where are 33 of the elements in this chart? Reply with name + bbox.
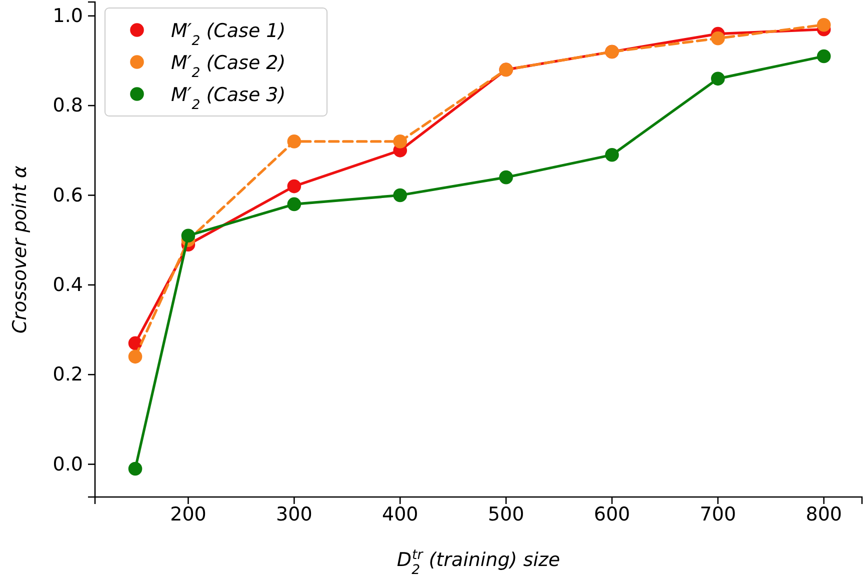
x-tick-label: 400 [382,503,418,526]
point [287,179,302,194]
x-tick-label: 300 [276,503,312,526]
legend-label: M′$_{2}$ (Case 2) [171,52,286,80]
x-tick-label: 500 [488,503,524,526]
legend-label: M′$_{2}$ (Case 3) [171,84,286,112]
point [128,462,142,476]
point [287,197,302,212]
point [393,188,408,202]
y-axis-title: Crossover point α [9,165,31,334]
y-tick-label: 0.2 [52,364,83,386]
x-axis-title: D$_{2}$$^{tr}$ (training) size [396,548,560,578]
point [816,49,831,64]
legend-label: M′$_{2}$ (Case 1) [171,20,286,48]
x-tick-label: 700 [700,503,736,526]
x-tick-label: 200 [170,503,206,526]
point [393,134,408,148]
y-tick-label: 0.8 [52,94,83,117]
point [711,72,725,86]
point [287,134,302,148]
point [816,18,831,32]
y-tick-label: 0.4 [52,274,83,296]
point [128,350,142,364]
point [181,228,196,242]
point [605,148,619,162]
point [128,336,142,350]
point [499,170,513,184]
x-tick-label: 600 [594,503,630,526]
point [711,31,725,46]
y-tick-label: 0.0 [52,453,83,476]
y-tick-label: 0.6 [52,184,83,206]
x-tick-label: 800 [806,503,842,526]
y-tick-label: 1.0 [52,4,83,27]
